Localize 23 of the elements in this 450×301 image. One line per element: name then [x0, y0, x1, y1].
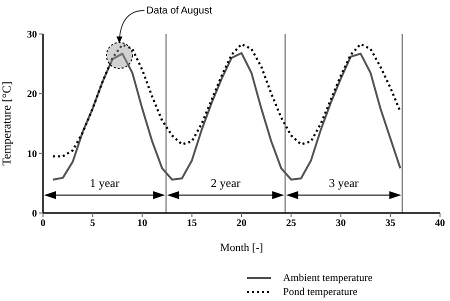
- x-axis-title: Month [-]: [220, 242, 264, 254]
- y-tick-label: 30: [27, 30, 37, 41]
- annotation: 3 year: [328, 176, 359, 190]
- line-series: [52, 52, 402, 181]
- x-tick-label: 40: [435, 218, 445, 230]
- legend-label: Pond temperature: [283, 286, 358, 298]
- annotation: 1 year: [90, 176, 120, 190]
- x-tick-label: 10: [137, 218, 148, 230]
- x-tick-label: 35: [385, 218, 396, 230]
- line-series: [52, 43, 402, 158]
- annotation: 2 year: [210, 176, 240, 190]
- text: Data of August: [146, 5, 212, 16]
- y-tick-label: 10: [27, 148, 37, 160]
- x-tick-label: 15: [186, 218, 197, 230]
- legend-label: Ambient temperature: [283, 272, 373, 284]
- y-tick-label: 20: [27, 89, 37, 100]
- x-tick-label: 20: [236, 218, 246, 230]
- x-tick-label: 30: [336, 218, 346, 230]
- y-axis-title: Temperature [°C]: [0, 81, 14, 166]
- y-tick-label: 0: [32, 208, 37, 220]
- x-tick-label: 25: [286, 218, 296, 230]
- x-tick-label: 5: [90, 218, 96, 230]
- x-tick-label: 0: [40, 218, 46, 230]
